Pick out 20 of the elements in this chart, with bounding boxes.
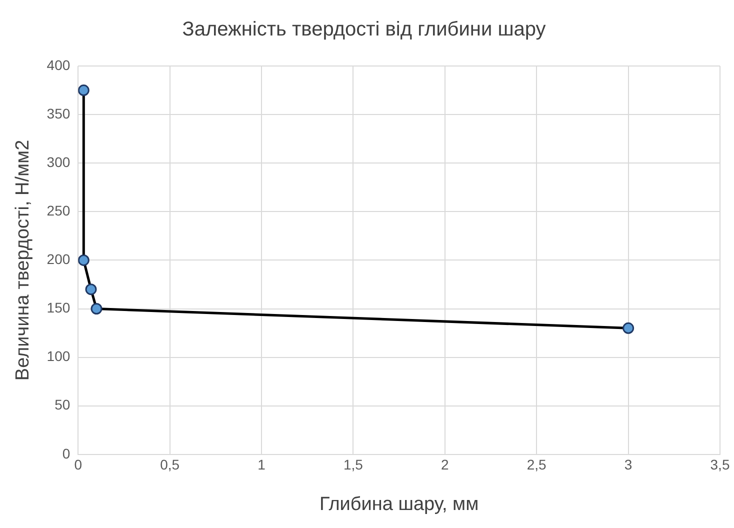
x-tick-label: 2 (441, 456, 450, 473)
y-tick-label: 100 (46, 348, 70, 364)
x-tick-label: 0 (74, 456, 82, 473)
y-tick-label: 200 (46, 251, 70, 268)
y-tick-label: 400 (46, 56, 70, 73)
chart-title: Залежність твердості від глибини шару (182, 18, 546, 41)
y-tick-label: 50 (54, 396, 70, 413)
x-axis-title: Глибина шару, мм (319, 494, 479, 515)
x-tick-label: 2,5 (526, 456, 547, 473)
y-tick-label: 300 (46, 154, 70, 170)
y-tick-label: 0 (62, 445, 70, 462)
x-tick-label: 0,5 (160, 456, 180, 473)
y-tick-label: 150 (46, 300, 70, 316)
x-tick-label: 1,5 (344, 456, 364, 473)
y-tick-label: 350 (46, 105, 70, 122)
y-tick-label: 250 (46, 202, 70, 219)
y-axis-title: Величина твердості, Н/мм2 (12, 140, 34, 381)
x-tick-label: 1 (258, 456, 266, 473)
x-tick-label: 3,5 (710, 456, 730, 473)
x-tick-label: 3 (624, 456, 632, 473)
